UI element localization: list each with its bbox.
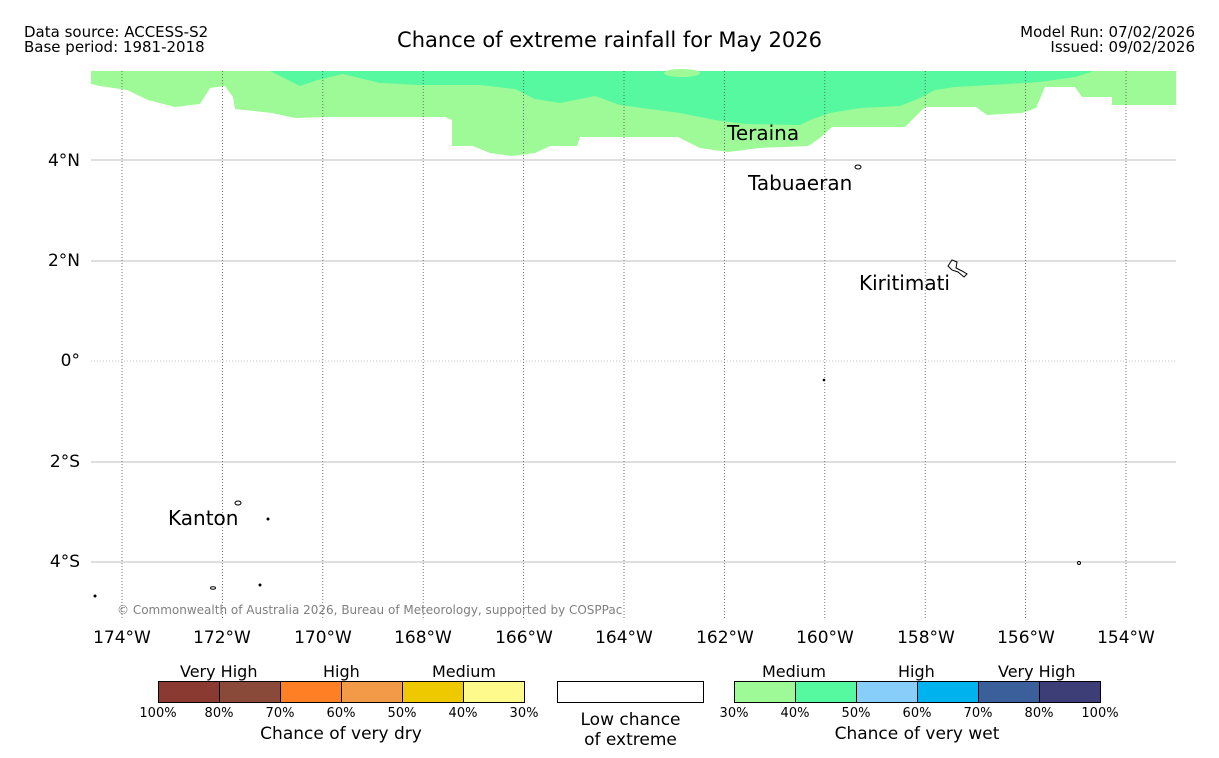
lat-label-4s: 4°S — [49, 552, 80, 572]
dry-colorbar-cell — [280, 681, 342, 703]
place-label-kanton: Kanton — [168, 506, 239, 530]
tabuaeran-island — [854, 164, 862, 170]
dry-colorbar-tick: 40% — [448, 706, 478, 721]
wet-colorbar-label: Chance of very wet — [834, 724, 1000, 744]
lon-label-164w: 164°W — [595, 628, 653, 648]
wet-shading-higher — [270, 71, 1094, 125]
dry-category-very-high: Very High — [180, 662, 258, 681]
dry-colorbar-cell — [402, 681, 464, 703]
dry-colorbar-tick: 60% — [326, 706, 356, 721]
dry-category-medium: Medium — [432, 662, 496, 681]
base-period-text: Base period: 1981-2018 — [24, 38, 205, 56]
lon-label-174w: 174°W — [93, 628, 151, 648]
wet-colorbar-cell — [978, 681, 1040, 703]
low-chance-line1: Low chance — [580, 710, 681, 730]
wet-colorbar-tick: 80% — [1024, 706, 1054, 721]
wet-shading-medium-patch — [664, 69, 700, 77]
map-title: Chance of extreme rainfall for May 2026 — [397, 28, 822, 52]
wet-colorbar-tick: 50% — [841, 706, 871, 721]
copyright-notice: © Commonwealth of Australia 2026, Bureau… — [117, 603, 623, 617]
islet — [210, 586, 216, 590]
wet-colorbar-tick: 100% — [1081, 706, 1119, 721]
dry-category-high: High — [323, 662, 360, 681]
lon-label-160w: 160°W — [796, 628, 854, 648]
kiritimati-island — [947, 259, 968, 278]
islet — [258, 583, 262, 587]
model-run-text: Model Run: 07/02/2026 — [1020, 23, 1195, 41]
wet-colorbar-tick: 70% — [963, 706, 993, 721]
place-label-kiritimati: Kiritimati — [859, 271, 950, 295]
islet — [93, 594, 97, 598]
dry-colorbar-tick: 30% — [509, 706, 539, 721]
place-label-teraina: Teraina — [727, 121, 800, 145]
low-chance-swatch — [557, 681, 704, 703]
dry-colorbar-tick: 80% — [204, 706, 234, 721]
islet — [1077, 561, 1081, 565]
place-label-tabuaeran: Tabuaeran — [748, 171, 853, 195]
lon-label-170w: 170°W — [294, 628, 352, 648]
wet-colorbar-cell — [856, 681, 918, 703]
low-chance-line2: of extreme — [584, 730, 677, 750]
lat-label-2s: 2°S — [49, 452, 80, 472]
lon-label-156w: 156°W — [997, 628, 1055, 648]
wet-category-very-high: Very High — [998, 662, 1076, 681]
lat-label-0: 0° — [60, 351, 80, 371]
wet-colorbar-tick: 60% — [902, 706, 932, 721]
lon-label-168w: 168°W — [394, 628, 452, 648]
dry-colorbar-tick: 70% — [265, 706, 295, 721]
wet-colorbar-cell — [917, 681, 979, 703]
wet-colorbar-cell — [795, 681, 857, 703]
islands — [93, 164, 1081, 598]
lon-label-162w: 162°W — [696, 628, 754, 648]
wet-category-high: High — [898, 662, 935, 681]
wet-category-medium: Medium — [762, 662, 826, 681]
issued-text: Issued: 09/02/2026 — [1050, 38, 1195, 56]
dry-colorbar-cell — [463, 681, 525, 703]
kanton-island — [234, 500, 242, 506]
dry-colorbar-cell — [341, 681, 403, 703]
wet-colorbar-tick: 40% — [780, 706, 810, 721]
wet-colorbar-tick: 30% — [719, 706, 749, 721]
data-source-text: Data source: ACCESS-S2 — [24, 23, 209, 41]
dry-colorbar-tick: 100% — [139, 706, 177, 721]
lon-label-166w: 166°W — [495, 628, 553, 648]
lon-label-154w: 154°W — [1097, 628, 1155, 648]
lat-label-4n: 4°N — [47, 151, 80, 171]
lat-label-2n: 2°N — [47, 251, 80, 271]
islet — [822, 378, 826, 382]
dry-colorbar-cell — [219, 681, 281, 703]
dry-colorbar-cell — [158, 681, 220, 703]
lon-label-172w: 172°W — [193, 628, 251, 648]
wet-colorbar-cell — [734, 681, 796, 703]
low-chance-label: Low chance of extreme — [557, 710, 704, 750]
graticule — [91, 71, 1176, 619]
wet-colorbar-cell — [1039, 681, 1101, 703]
islet — [266, 517, 270, 521]
dry-colorbar-tick: 50% — [387, 706, 417, 721]
lon-label-158w: 158°W — [897, 628, 955, 648]
dry-colorbar-label: Chance of very dry — [260, 724, 422, 744]
map-background — [91, 71, 1176, 619]
